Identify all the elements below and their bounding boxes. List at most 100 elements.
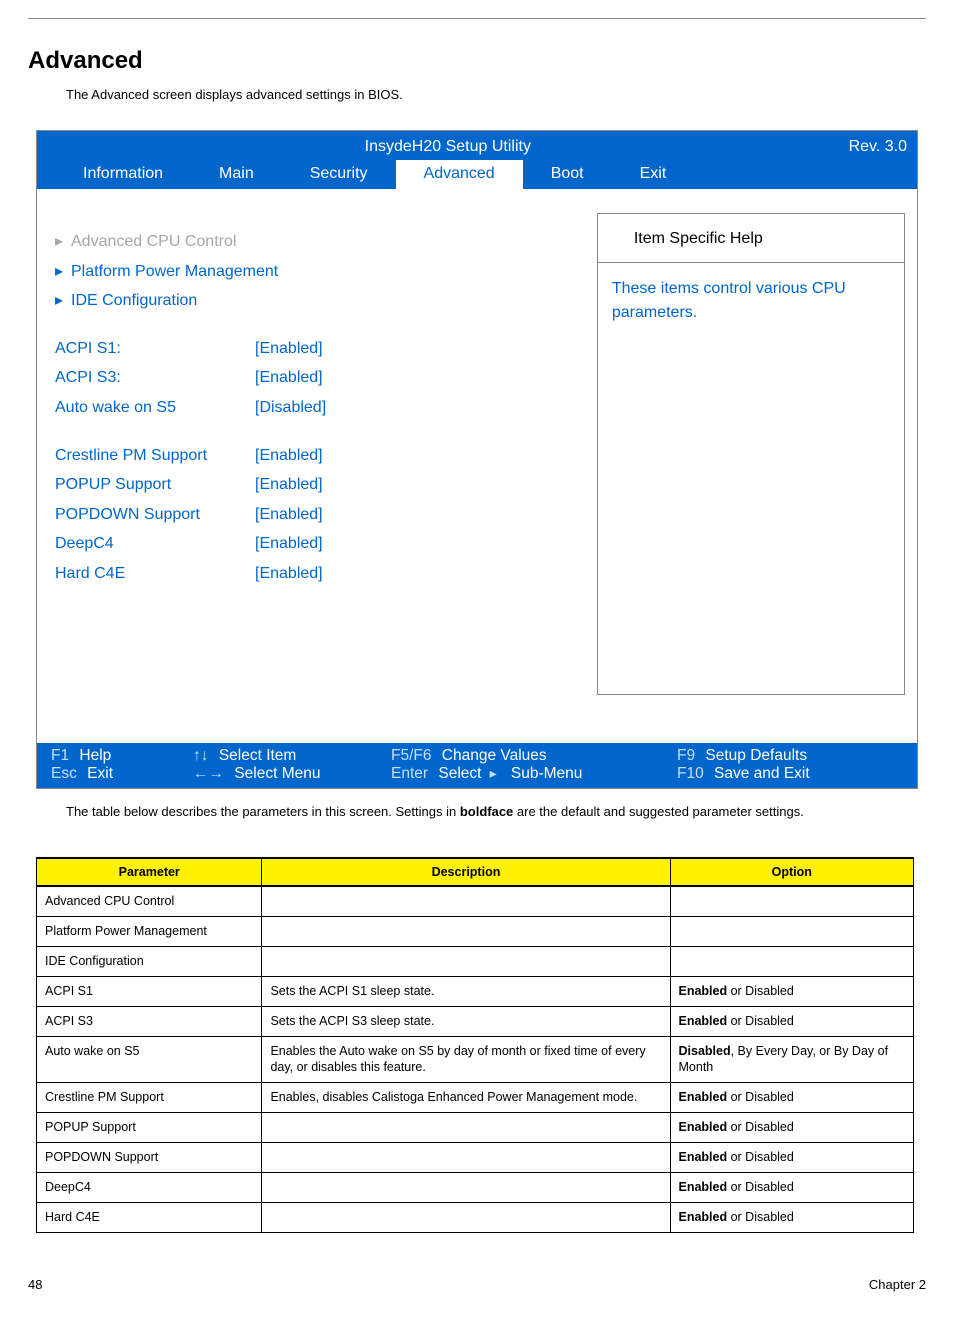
- cell-parameter: DeepC4: [37, 1172, 262, 1202]
- bios-window: InsydeH20 Setup Utility Rev. 3.0 Informa…: [36, 130, 918, 789]
- setting-label: Hard C4E: [55, 559, 255, 589]
- table-header-row: Parameter Description Option: [37, 858, 914, 886]
- footer-setup-defaults: Setup Defaults: [705, 747, 807, 764]
- bios-setting-row[interactable]: Hard C4E[Enabled]: [55, 559, 587, 589]
- cell-description: Sets the ACPI S3 sleep state.: [262, 1006, 670, 1036]
- cell-parameter: POPDOWN Support: [37, 1143, 262, 1173]
- cell-parameter: Auto wake on S5: [37, 1036, 262, 1083]
- th-parameter: Parameter: [37, 858, 262, 886]
- cell-description: [262, 886, 670, 916]
- cell-description: Enables, disables Calistoga Enhanced Pow…: [262, 1083, 670, 1113]
- table-row: Platform Power Management: [37, 917, 914, 947]
- submenu-label: Advanced CPU Control: [71, 227, 236, 257]
- cell-parameter: Hard C4E: [37, 1202, 262, 1232]
- th-description: Description: [262, 858, 670, 886]
- key-leftright: ←→: [193, 765, 224, 782]
- setting-value: [Enabled]: [255, 559, 323, 589]
- footer-change-values: Change Values: [442, 747, 547, 764]
- bios-gap: [37, 725, 917, 743]
- bios-submenu-item[interactable]: ▸IDE Configuration: [55, 286, 587, 316]
- cell-parameter: Platform Power Management: [37, 917, 262, 947]
- bios-utility-name: InsydeH20 Setup Utility: [365, 138, 531, 156]
- setting-value: [Enabled]: [255, 441, 323, 471]
- cell-option: [670, 886, 914, 916]
- table-row: POPUP SupportEnabled or Disabled: [37, 1113, 914, 1143]
- bios-setting-row[interactable]: DeepC4[Enabled]: [55, 529, 587, 559]
- setting-value: [Enabled]: [255, 334, 323, 364]
- cell-description: [262, 946, 670, 976]
- footer-select-item: Select Item: [219, 747, 297, 764]
- setting-value: [Enabled]: [255, 470, 323, 500]
- triangle-icon: ▸: [55, 257, 67, 287]
- cell-description: [262, 1172, 670, 1202]
- page-number: 48: [28, 1277, 42, 1292]
- bios-help-heading: Item Specific Help: [598, 214, 904, 263]
- cell-parameter: ACPI S1: [37, 976, 262, 1006]
- bios-tab-row: InformationMainSecurityAdvancedBootExit: [37, 160, 917, 189]
- bios-tab-information[interactable]: Information: [55, 160, 191, 189]
- footer-save-exit: Save and Exit: [714, 765, 810, 782]
- footer-select-menu: Select Menu: [234, 765, 320, 782]
- table-row: Crestline PM SupportEnables, disables Ca…: [37, 1083, 914, 1113]
- cell-description: [262, 1143, 670, 1173]
- footer-exit: Exit: [87, 765, 113, 782]
- submenu-label: IDE Configuration: [71, 286, 197, 316]
- bios-footer: F1 Help ↑↓ Select Item F5/F6 Change Valu…: [37, 743, 917, 788]
- chapter-label: Chapter 2: [869, 1277, 926, 1292]
- bios-blank-row: [37, 189, 917, 205]
- cell-option: Enabled or Disabled: [670, 1083, 914, 1113]
- intro-text: The Advanced screen displays advanced se…: [66, 87, 926, 102]
- bios-setting-row[interactable]: Auto wake on S5[Disabled]: [55, 393, 587, 423]
- key-f1: F1: [51, 747, 69, 764]
- top-divider: [28, 18, 926, 19]
- bios-tab-main[interactable]: Main: [191, 160, 282, 189]
- key-updown: ↑↓: [193, 747, 209, 764]
- cell-description: [262, 1113, 670, 1143]
- bios-tab-boot[interactable]: Boot: [523, 160, 612, 189]
- bios-setting-row[interactable]: POPDOWN Support[Enabled]: [55, 500, 587, 530]
- bios-setting-row[interactable]: ACPI S1:[Enabled]: [55, 334, 587, 364]
- parameter-table: Parameter Description Option Advanced CP…: [36, 857, 914, 1233]
- key-esc: Esc: [51, 765, 77, 782]
- setting-label: ACPI S1:: [55, 334, 255, 364]
- bios-setting-row[interactable]: POPUP Support[Enabled]: [55, 470, 587, 500]
- section-title: Advanced: [28, 47, 926, 75]
- cell-parameter: Advanced CPU Control: [37, 886, 262, 916]
- bios-tab-advanced[interactable]: Advanced: [396, 160, 523, 189]
- bios-help-body: These items control various CPU paramete…: [598, 263, 904, 339]
- bios-tab-exit[interactable]: Exit: [612, 160, 695, 189]
- key-f9: F9: [677, 747, 695, 764]
- setting-label: DeepC4: [55, 529, 255, 559]
- table-row: Auto wake on S5Enables the Auto wake on …: [37, 1036, 914, 1083]
- bios-tab-security[interactable]: Security: [282, 160, 396, 189]
- cell-parameter: ACPI S3: [37, 1006, 262, 1036]
- cell-option: Enabled or Disabled: [670, 1172, 914, 1202]
- bios-titlebar: InsydeH20 Setup Utility Rev. 3.0: [37, 131, 917, 160]
- setting-label: POPUP Support: [55, 470, 255, 500]
- cell-description: Enables the Auto wake on S5 by day of mo…: [262, 1036, 670, 1083]
- table-row: IDE Configuration: [37, 946, 914, 976]
- bios-help-panel: Item Specific Help These items control v…: [597, 213, 905, 695]
- bios-setting-row[interactable]: ACPI S3:[Enabled]: [55, 363, 587, 393]
- bios-submenu-item[interactable]: ▸Advanced CPU Control: [55, 227, 587, 257]
- cell-option: Disabled, By Every Day, or By Day of Mon…: [670, 1036, 914, 1083]
- cell-description: [262, 1202, 670, 1232]
- setting-label: ACPI S3:: [55, 363, 255, 393]
- bios-submenu-item[interactable]: ▸Platform Power Management: [55, 257, 587, 287]
- setting-value: [Enabled]: [255, 363, 323, 393]
- cell-option: [670, 946, 914, 976]
- table-row: ACPI S1Sets the ACPI S1 sleep state.Enab…: [37, 976, 914, 1006]
- setting-label: Auto wake on S5: [55, 393, 255, 423]
- submenu-triangle-icon: ▸: [486, 765, 501, 781]
- table-row: Advanced CPU Control: [37, 886, 914, 916]
- cell-parameter: POPUP Support: [37, 1113, 262, 1143]
- bios-setting-row[interactable]: Crestline PM Support[Enabled]: [55, 441, 587, 471]
- footer-help-label: Help: [79, 747, 111, 764]
- setting-value: [Disabled]: [255, 393, 326, 423]
- setting-label: Crestline PM Support: [55, 441, 255, 471]
- triangle-icon: ▸: [55, 286, 67, 316]
- cell-option: Enabled or Disabled: [670, 976, 914, 1006]
- cell-option: Enabled or Disabled: [670, 1143, 914, 1173]
- cell-parameter: Crestline PM Support: [37, 1083, 262, 1113]
- cell-option: Enabled or Disabled: [670, 1006, 914, 1036]
